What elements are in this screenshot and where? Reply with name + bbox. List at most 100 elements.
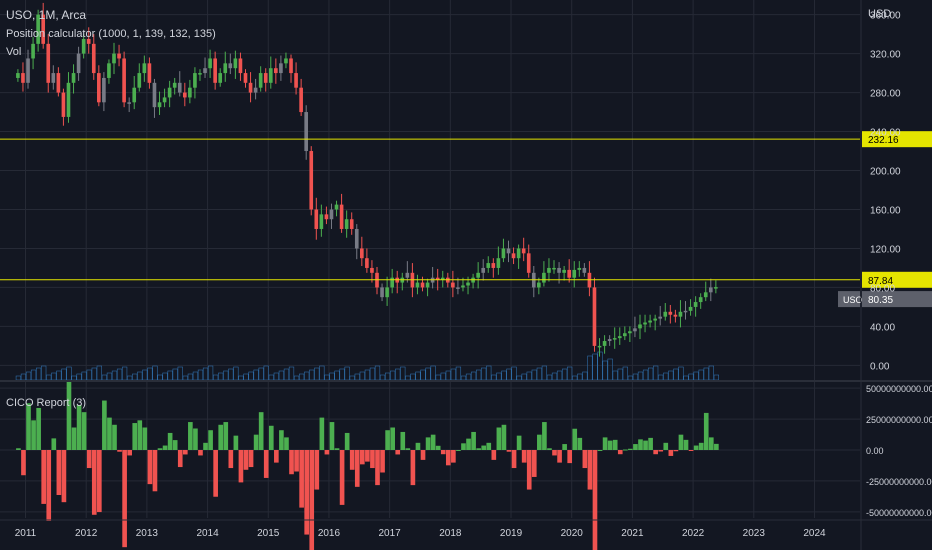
volume-bar [238, 375, 244, 381]
year-tick-label: 2014 [196, 528, 219, 539]
cico-pane-title[interactable]: CICO Report (3) [6, 397, 87, 409]
candle-body [380, 287, 384, 298]
volume-bar [101, 374, 108, 381]
candle-body [188, 87, 192, 98]
candle-body [420, 282, 425, 288]
cico-bar [263, 450, 269, 478]
candle-body [76, 53, 81, 74]
candle-body [263, 73, 268, 83]
candle-body [557, 267, 561, 273]
volume-bar [708, 365, 714, 381]
volume-bar [556, 370, 563, 381]
cico-bar [688, 450, 694, 451]
candle-body [638, 324, 642, 329]
volume-bar [481, 367, 487, 381]
volume-bar [182, 375, 188, 381]
candle-body [203, 68, 207, 74]
cico-bar [683, 439, 689, 450]
cico-bar [435, 445, 441, 450]
volume-bar [653, 365, 659, 381]
candle-body [132, 87, 137, 103]
cico-bar [122, 450, 127, 548]
position-calculator-legend[interactable]: Position calculator (1000, 1, 139, 132, … [6, 28, 216, 40]
volume-bar [273, 372, 279, 381]
horizontal-price-lines: 232.16 87.84 USO 80.35 [0, 131, 932, 308]
volume-bar [111, 370, 118, 381]
cico-bar [501, 424, 507, 450]
candle-body [147, 63, 152, 83]
year-tick-label: 2024 [803, 528, 826, 539]
volume-bar [162, 372, 168, 381]
cico-bar [218, 424, 224, 450]
candle-body [243, 73, 248, 83]
cico-bar [638, 439, 643, 450]
candle-body [658, 316, 663, 319]
volume-bar [309, 369, 315, 381]
cico-bar [602, 437, 608, 450]
candle-body [284, 58, 288, 64]
volume-bar [713, 374, 719, 381]
cico-bar [633, 444, 638, 450]
cico-bar [481, 445, 487, 450]
volume-bar [642, 369, 649, 381]
volume-legend[interactable]: Vol [6, 46, 22, 58]
volume-bar [521, 373, 527, 381]
candle-body [425, 282, 430, 288]
candle-body [547, 267, 551, 273]
candle-body [294, 73, 298, 88]
volume-bar [288, 366, 295, 381]
cico-bar [592, 450, 598, 550]
last-symbol-tag [838, 291, 860, 308]
candle-body [41, 14, 46, 44]
cico-bar [117, 450, 122, 452]
cico-bar [208, 430, 213, 450]
cico-bar [375, 450, 380, 486]
volume-bar [622, 366, 628, 381]
volume-bar [359, 371, 365, 381]
cico-bar [102, 400, 107, 450]
volume-bar [56, 370, 62, 381]
volume-bar [546, 374, 553, 381]
price-tick-label: 240.00 [870, 128, 901, 139]
volume-bar [592, 353, 598, 381]
candle-body [228, 63, 233, 69]
volume-bar [450, 368, 456, 381]
cico-bar [466, 438, 471, 450]
volume-bar [106, 372, 113, 381]
candle-body [86, 38, 91, 44]
candle-body [238, 58, 243, 74]
cico-bar [430, 434, 436, 450]
volume-bar [304, 371, 310, 381]
volume-bar [258, 367, 264, 381]
volume-bar [637, 371, 644, 381]
volume-bar [683, 375, 689, 381]
volume-bar [612, 370, 618, 381]
cico-bar [440, 450, 446, 455]
cico-bar [405, 448, 411, 450]
cico-bar [314, 450, 320, 490]
candle-body [360, 248, 364, 259]
cico-bar [177, 450, 183, 468]
volume-bar [698, 369, 704, 381]
volume-bar [41, 365, 47, 381]
cico-bar [491, 450, 497, 460]
candle-body [461, 285, 465, 288]
cico-bar [26, 403, 31, 450]
candle-body [466, 282, 470, 286]
cico-bar [668, 450, 674, 456]
candle-body [51, 73, 56, 83]
price-tick-label: 0.00 [870, 361, 890, 372]
candle-body [112, 53, 116, 64]
candle-body [456, 287, 460, 289]
cico-bar [390, 427, 395, 450]
symbol-legend[interactable]: USO, 1M, Arca [6, 8, 87, 22]
volume-bar [551, 372, 558, 381]
volume-bar [172, 368, 178, 381]
cico-bar [147, 450, 153, 485]
volume-bar [157, 374, 163, 381]
candle-body [597, 345, 602, 348]
cico-bar [172, 440, 178, 450]
candle-body [152, 82, 157, 108]
price-tick-label: 40.00 [870, 322, 895, 333]
